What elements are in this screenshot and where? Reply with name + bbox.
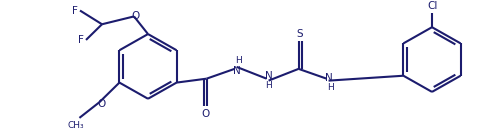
Text: O: O bbox=[201, 109, 209, 119]
Text: F: F bbox=[78, 35, 84, 45]
Text: N: N bbox=[232, 66, 240, 76]
Text: H: H bbox=[327, 83, 333, 92]
Text: N: N bbox=[324, 73, 332, 83]
Text: O: O bbox=[132, 11, 140, 21]
Text: F: F bbox=[72, 5, 78, 15]
Text: N: N bbox=[264, 71, 272, 81]
Text: H: H bbox=[265, 81, 272, 90]
Text: O: O bbox=[97, 99, 105, 109]
Text: H: H bbox=[235, 55, 241, 65]
Text: CH₃: CH₃ bbox=[67, 121, 84, 130]
Text: S: S bbox=[296, 29, 302, 39]
Text: Cl: Cl bbox=[427, 1, 437, 11]
